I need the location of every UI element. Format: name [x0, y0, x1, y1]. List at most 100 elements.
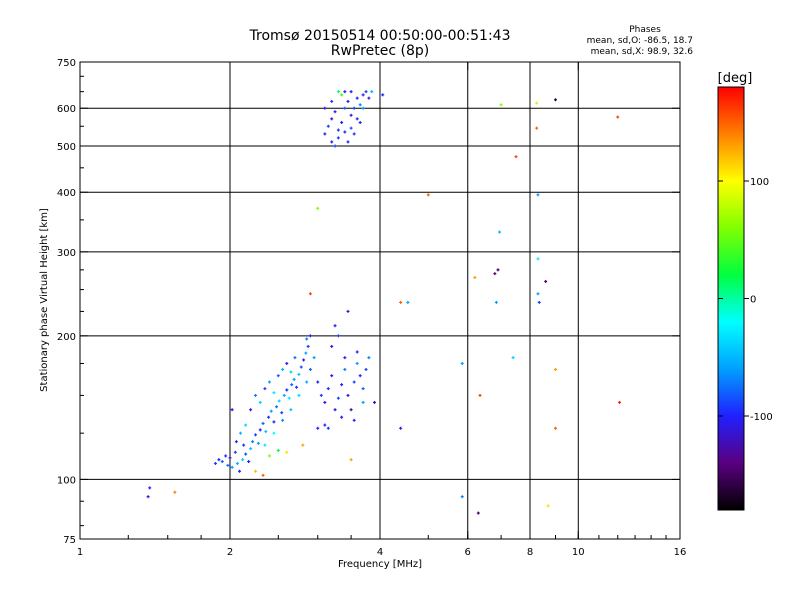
data-point — [234, 440, 238, 444]
data-point — [242, 443, 246, 447]
data-point — [361, 93, 365, 97]
data-point — [239, 431, 243, 435]
data-point — [349, 113, 353, 117]
data-point — [277, 399, 281, 403]
data-point — [330, 117, 334, 121]
data-point — [399, 300, 403, 304]
data-point — [536, 292, 540, 296]
data-point — [333, 144, 337, 148]
data-point — [280, 411, 284, 415]
data-point — [352, 132, 356, 136]
data-point — [364, 367, 368, 371]
stats-line-x: mean, sd,X: 98.9, 32.6 — [591, 47, 694, 57]
data-point — [514, 155, 518, 159]
data-point — [336, 396, 340, 400]
data-point — [330, 344, 334, 348]
data-point — [553, 367, 557, 371]
data-point — [330, 374, 334, 378]
data-point — [323, 400, 327, 404]
data-point — [256, 441, 260, 445]
data-point — [269, 409, 273, 413]
data-point — [493, 272, 497, 276]
data-point — [355, 96, 359, 100]
data-point — [316, 380, 320, 384]
data-point — [253, 433, 257, 437]
data-point — [285, 388, 289, 392]
data-point — [292, 377, 296, 381]
stats-line-o: mean, sd,O: -86.5, 18.7 — [587, 36, 693, 46]
data-point — [478, 393, 482, 397]
data-point — [146, 495, 150, 499]
data-point — [326, 426, 330, 430]
data-point — [355, 350, 359, 354]
data-point — [272, 391, 276, 395]
data-point — [349, 90, 353, 94]
data-point — [340, 93, 344, 97]
colorbar-tick-label: 0 — [750, 295, 756, 306]
data-point — [299, 365, 303, 369]
data-point — [213, 461, 217, 465]
data-point — [352, 106, 356, 110]
colorbar-unit-label: [deg] — [718, 71, 753, 86]
y-tick-label: 75 — [63, 535, 76, 546]
data-point — [326, 124, 330, 128]
data-point — [247, 460, 251, 464]
scatter-points — [146, 90, 622, 515]
data-point — [148, 486, 152, 490]
data-point — [319, 393, 323, 397]
data-point — [241, 458, 245, 462]
data-point — [258, 400, 262, 404]
data-point — [343, 356, 347, 360]
data-point — [285, 450, 289, 454]
data-point — [323, 423, 327, 427]
data-point — [340, 383, 344, 387]
title-line-2: RwPretec (8p) — [331, 43, 429, 59]
data-point — [460, 495, 464, 499]
y-tick-label: 600 — [57, 104, 76, 115]
data-point — [297, 393, 301, 397]
data-point — [293, 356, 297, 360]
y-tick-label: 400 — [57, 188, 76, 199]
data-point — [289, 408, 293, 412]
data-point — [228, 456, 232, 460]
data-point — [285, 361, 289, 365]
data-point — [224, 454, 228, 458]
data-point — [498, 230, 502, 234]
data-point — [358, 121, 362, 125]
data-point — [251, 440, 255, 444]
data-point — [275, 405, 279, 409]
data-point — [281, 367, 285, 371]
data-point — [261, 421, 265, 425]
data-point — [267, 454, 271, 458]
data-point — [253, 469, 257, 473]
data-point — [333, 324, 337, 328]
data-point — [333, 110, 337, 114]
data-point — [381, 93, 385, 97]
data-point — [406, 300, 410, 304]
data-point — [616, 115, 620, 119]
data-point — [349, 126, 353, 130]
data-point — [316, 426, 320, 430]
data-point — [258, 428, 262, 432]
data-point — [316, 206, 320, 210]
data-point — [297, 372, 301, 376]
data-point — [535, 101, 539, 105]
title-line-1: Tromsø 20150514 00:50:00-00:51:43 — [249, 28, 511, 44]
data-point — [349, 458, 353, 462]
data-point — [282, 393, 286, 397]
data-point — [537, 300, 541, 304]
data-point — [553, 426, 557, 430]
x-tick-label: 1 — [77, 547, 83, 558]
data-point — [361, 106, 365, 110]
data-point — [323, 132, 327, 136]
data-point — [426, 193, 430, 197]
data-point — [289, 370, 293, 374]
data-point — [399, 426, 403, 430]
colorbar: [deg] 100 0 -100 — [717, 71, 773, 511]
data-point — [352, 380, 356, 384]
data-point — [276, 374, 280, 378]
data-point — [306, 344, 310, 348]
data-point — [330, 140, 334, 144]
x-tick-label: 16 — [674, 547, 687, 558]
data-point — [305, 380, 309, 384]
